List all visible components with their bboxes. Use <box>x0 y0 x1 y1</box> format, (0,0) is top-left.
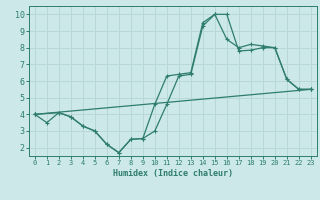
X-axis label: Humidex (Indice chaleur): Humidex (Indice chaleur) <box>113 169 233 178</box>
